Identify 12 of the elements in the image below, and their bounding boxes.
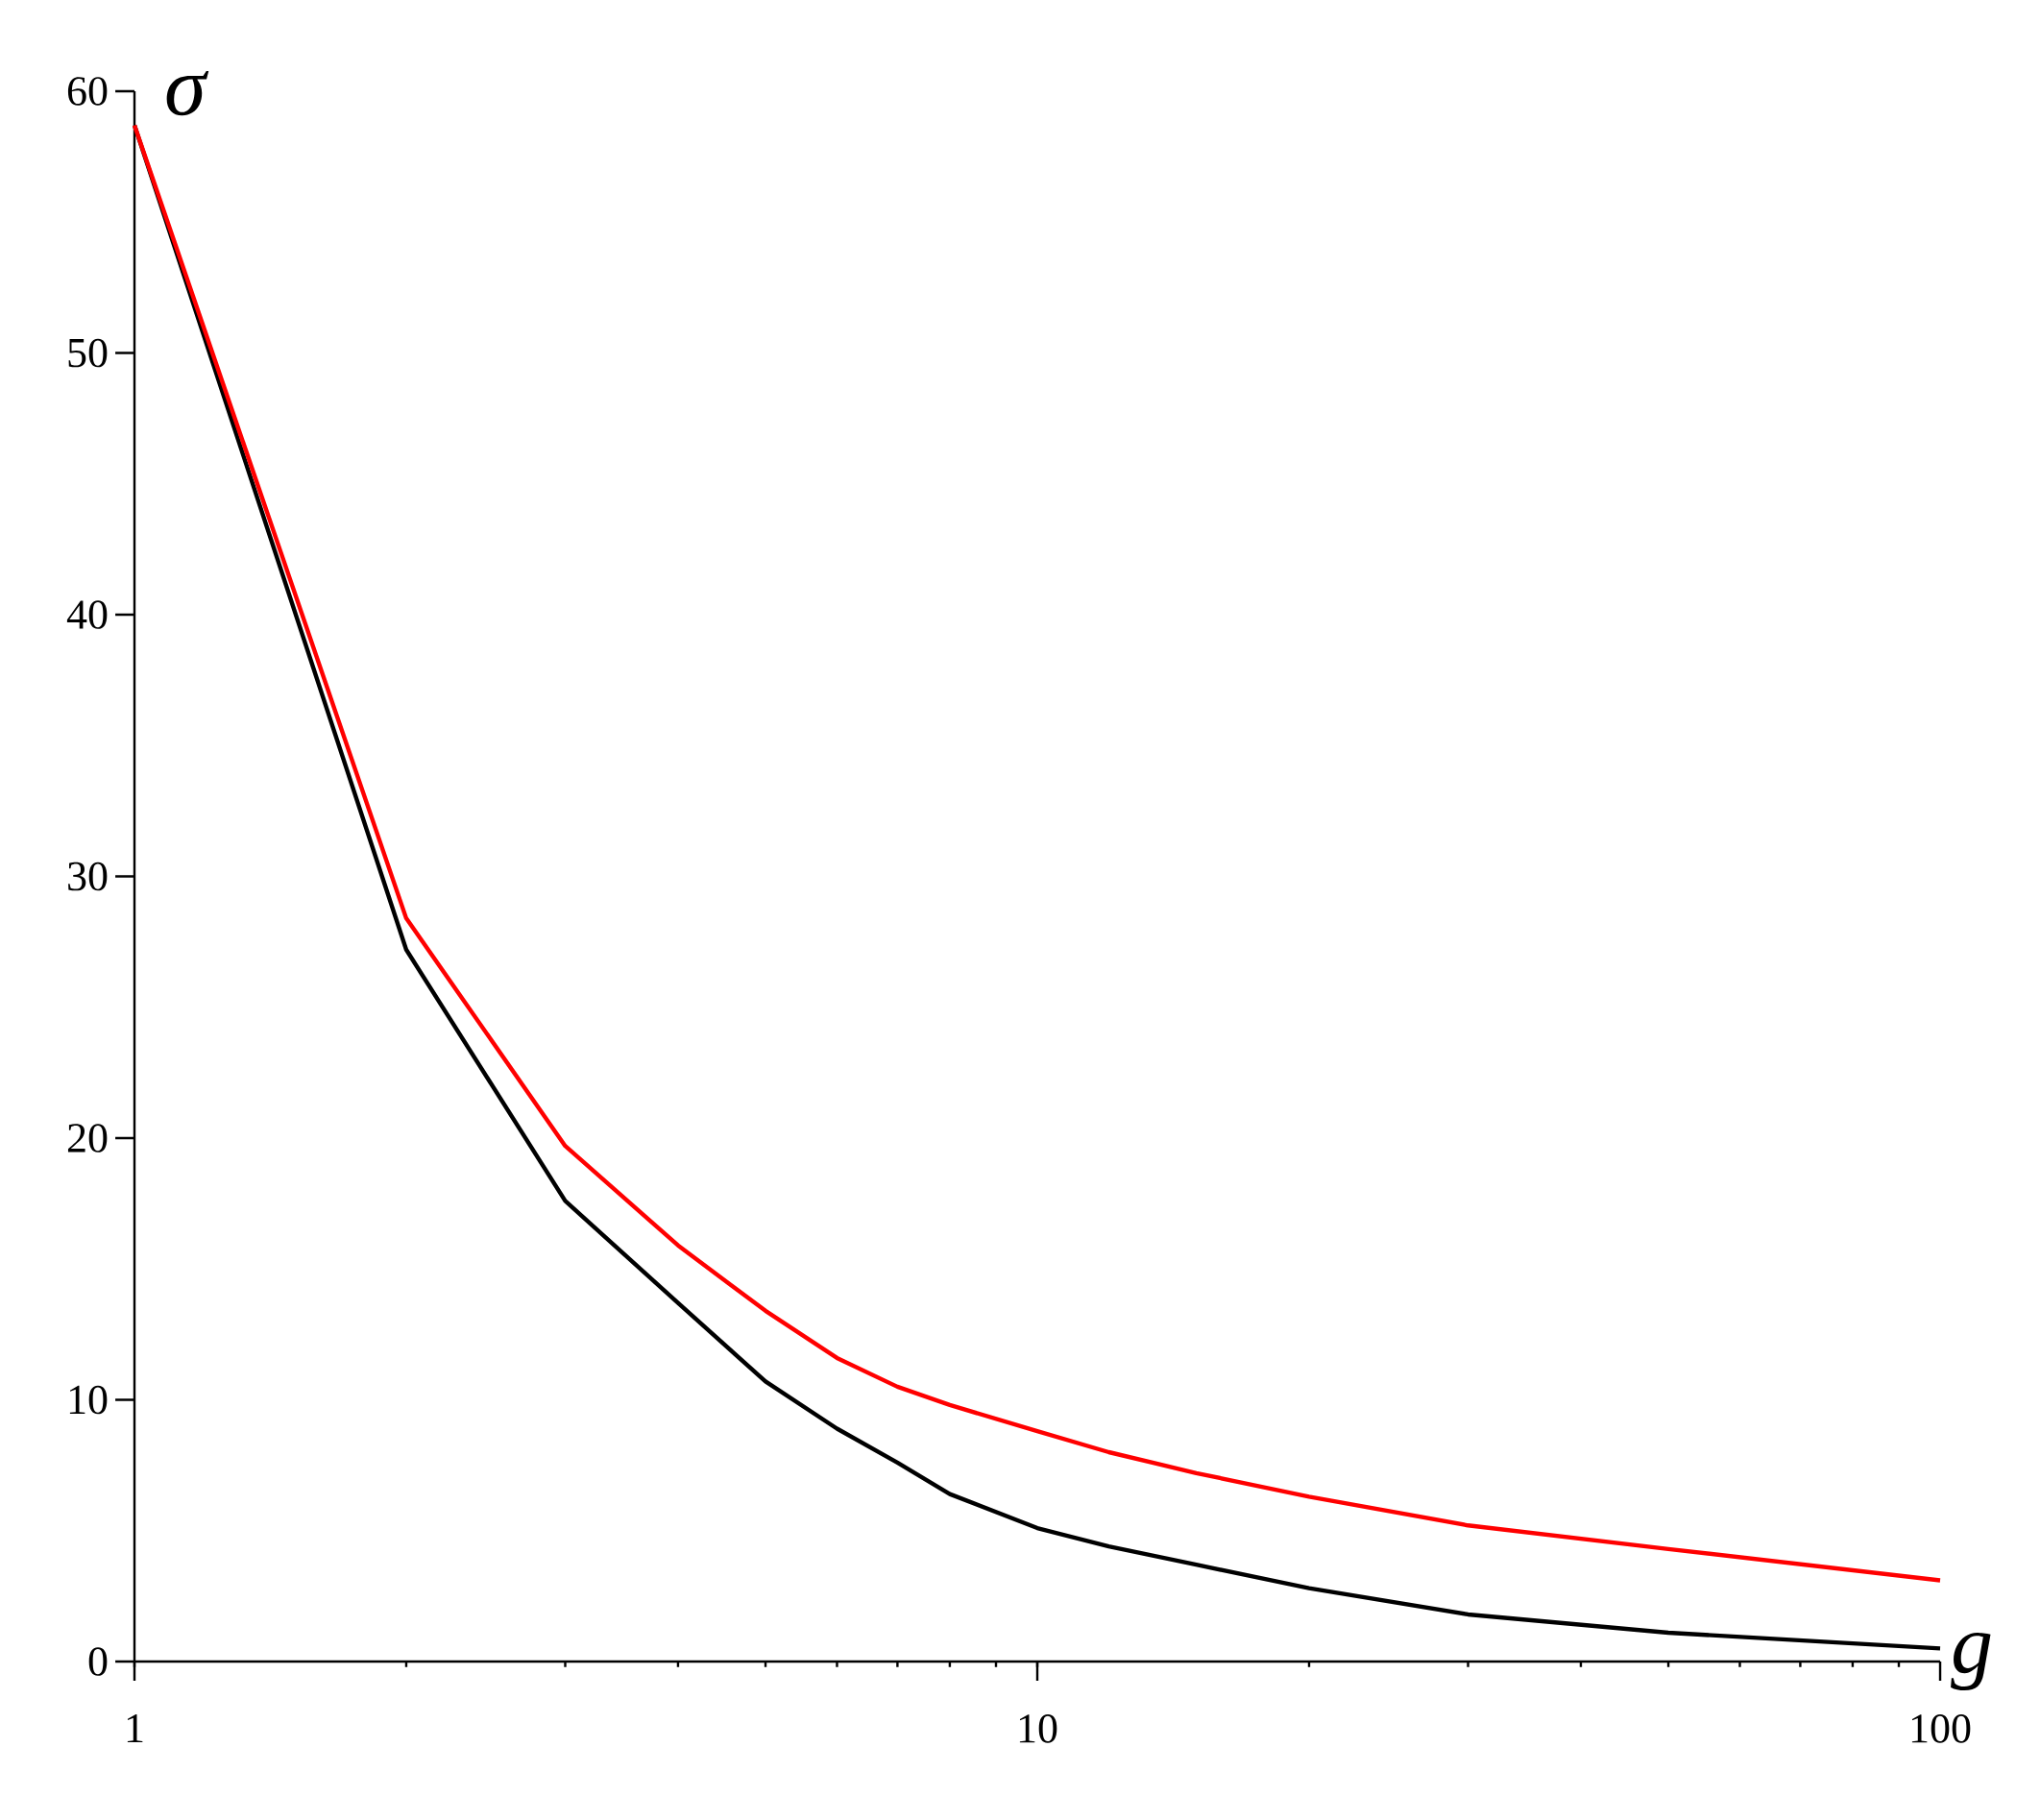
y-tick-label: 50 bbox=[68, 338, 108, 368]
y-tick-label: 20 bbox=[67, 1124, 108, 1153]
x-tick-label: 100 bbox=[1911, 1714, 1971, 1743]
x-axis-title: g bbox=[1951, 1632, 1991, 1691]
x-tick-label: 1 bbox=[127, 1714, 143, 1743]
y-tick-label: 40 bbox=[66, 600, 108, 629]
x-tick-label: 10 bbox=[1019, 1714, 1057, 1743]
y-tick-label: 0 bbox=[88, 1647, 108, 1676]
y-axis-title: σ bbox=[166, 71, 209, 116]
y-tick-label: 60 bbox=[67, 77, 108, 106]
y-tick-label: 30 bbox=[68, 861, 108, 891]
y-tick-label: 10 bbox=[69, 1385, 108, 1415]
